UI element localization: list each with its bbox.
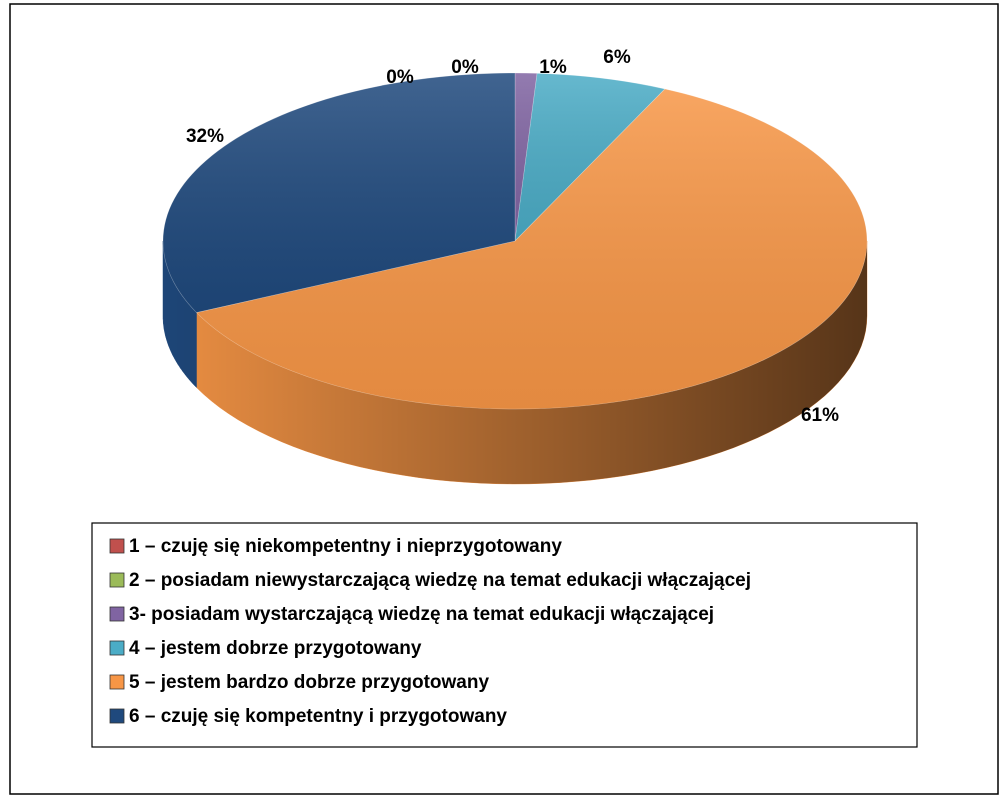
data-label: 0% [451,57,479,78]
legend-label: 1 – czuję się niekompetentny i nieprzygo… [129,536,562,557]
legend-label: 5 – jestem bardzo dobrze przygotowany [129,672,489,693]
data-label: 32% [186,126,224,147]
chart-frame [9,3,999,795]
slice-gloss [515,73,665,241]
legend-swatch [109,674,125,690]
legend-swatch [109,708,125,724]
side-shade [163,241,197,388]
slice-gloss [196,88,868,410]
legend-swatch [109,640,125,656]
legend-label: 3- posiadam wystarczającą wiedzę na tema… [129,604,714,625]
legend-label: 2 – posiadam niewystarczającą wiedzę na … [129,570,751,591]
side-shade [196,241,867,484]
data-label: 61% [801,405,839,426]
legend-swatch [109,606,125,622]
data-label: 6% [603,47,631,68]
legend-label: 4 – jestem dobrze przygotowany [129,638,422,659]
data-label: 1% [539,57,567,78]
legend-swatch [109,538,125,554]
legend-swatch [109,572,125,588]
legend-label: 6 – czuję się kompetentny i przygotowany [129,706,507,727]
data-label: 0% [386,67,414,88]
slice-gloss [163,73,515,313]
legend-box [91,522,918,748]
slice-gloss [515,73,538,241]
